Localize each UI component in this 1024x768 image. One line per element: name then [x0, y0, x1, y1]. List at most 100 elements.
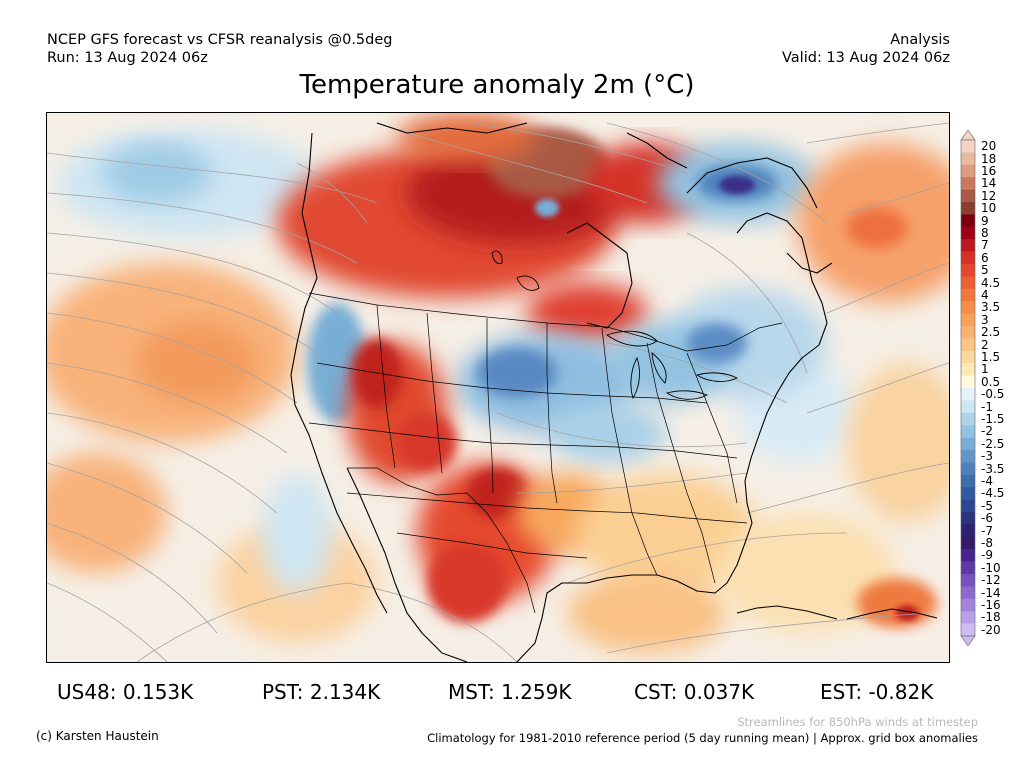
colorbar-outline: [960, 139, 976, 637]
stat-est: EST: -0.82K: [820, 680, 933, 704]
colorbar-tick-label: 10: [981, 201, 997, 216]
colorbar-tick-label: 14: [981, 176, 997, 191]
colorbar-swatch: [961, 189, 975, 203]
colorbar-swatch: [961, 177, 975, 190]
colorbar-tick-label: -14: [981, 585, 1001, 600]
colorbar-tick-label: -2.5: [981, 436, 1005, 451]
colorbar-swatch: [961, 214, 975, 228]
colorbar-tick-label: 1: [981, 362, 989, 377]
great-lakes: [491, 250, 739, 400]
colorbar-swatch: [961, 164, 975, 178]
regional-averages: US48: 0.153K PST: 2.134K MST: 1.259K CST…: [0, 680, 1024, 704]
run-time: Run: 13 Aug 2024 06z: [47, 50, 208, 66]
colorbar-scale: [960, 129, 976, 647]
colorbar-swatch: [961, 561, 975, 575]
colorbar-swatch: [961, 474, 975, 488]
colorbar-swatch: [961, 574, 975, 587]
colorbar-tick-label: -4: [981, 474, 993, 488]
colorbar-swatch: [961, 326, 975, 339]
header-left: NCEP GFS forecast vs CFSR reanalysis @0.…: [47, 31, 392, 67]
analysis-label: Analysis: [890, 32, 950, 48]
colorbar-swatch: [961, 276, 975, 290]
colorbar-swatch: [961, 586, 975, 600]
colorbar-swatch: [961, 450, 975, 463]
colorbar-swatch: [961, 425, 975, 438]
stat-value: 2.134K: [309, 680, 381, 704]
colorbar-swatch: [961, 251, 975, 265]
anomaly-map: [46, 112, 950, 663]
stat-label: PST:: [262, 680, 304, 704]
colorbar-tick-label: 3.5: [981, 300, 1001, 315]
valid-time: Valid: 13 Aug 2024 06z: [782, 50, 950, 66]
stat-value: 0.153K: [122, 680, 194, 704]
colorbar-swatch: [961, 462, 975, 476]
header-right: Analysis Valid: 13 Aug 2024 06z: [782, 31, 950, 67]
colorbar-tick-label: -6: [981, 511, 993, 526]
colorbar-tick-label: -20: [981, 622, 1001, 637]
model-description: NCEP GFS forecast vs CFSR reanalysis @0.…: [47, 32, 393, 48]
stat-label: EST:: [820, 680, 863, 704]
stat-cst: CST: 0.037K: [634, 680, 754, 704]
colorbar-tick-label: 4: [981, 288, 989, 302]
colorbar-tick-label: -1.5: [981, 412, 1005, 426]
colorbar-swatch: [961, 301, 975, 314]
colorbar-tick-label: 16: [981, 164, 997, 178]
borders: [308, 292, 783, 614]
colorbar-tick-label: -1: [981, 399, 993, 414]
colorbar-tick-label: 1.5: [981, 350, 1001, 364]
map-title: Temperature anomaly 2m (°C): [299, 70, 695, 100]
colorbar-swatch: [961, 611, 975, 624]
colorbar-tick-label: 6: [981, 250, 989, 265]
colorbar-tick-label: 9: [981, 213, 989, 228]
colorbar-tick-label: -5: [981, 498, 993, 513]
colorbar-swatch: [961, 512, 975, 525]
colorbar-swatch: [961, 598, 975, 612]
colorbar-tick-label: -3.5: [981, 461, 1005, 476]
colorbar-tick-label: 18: [981, 151, 997, 166]
colorbar-swatch: [961, 487, 975, 500]
colorbar-swatch: [961, 400, 975, 414]
map-canvas: [47, 113, 949, 662]
stat-label: US48:: [57, 680, 117, 704]
anomaly-field: [47, 113, 949, 653]
stat-pst: PST: 2.134K: [262, 680, 380, 704]
colorbar-swatch: [961, 350, 975, 364]
colorbar-swatch: [961, 524, 975, 538]
colorbar: [960, 129, 976, 647]
colorbar-tick-label: -0.5: [981, 387, 1005, 402]
colorbar-tick-label: -9: [981, 548, 993, 563]
stat-value: -0.82K: [868, 680, 934, 704]
colorbar-swatch: [961, 202, 975, 215]
colorbar-swatch: [961, 313, 975, 327]
colorbar-swatch: [961, 239, 975, 252]
stat-value: 0.037K: [683, 680, 755, 704]
colorbar-swatch: [961, 264, 975, 277]
colorbar-swatch: [961, 412, 975, 426]
colorbar-swatch: [961, 437, 975, 451]
colorbar-tick-label: 2: [981, 337, 989, 352]
copyright: (c) Karsten Haustein: [36, 729, 159, 743]
stat-us48: US48: 0.153K: [57, 680, 193, 704]
streamline-note: Streamlines for 850hPa winds at timestep: [737, 715, 978, 729]
colorbar-tick-label: 7: [981, 238, 989, 253]
colorbar-swatch: [961, 338, 975, 352]
colorbar-swatch: [961, 226, 975, 240]
colorbar-swatch: [961, 623, 975, 637]
colorbar-tick-label: -4.5: [981, 486, 1005, 501]
stat-value: 1.259K: [501, 680, 572, 704]
climatology-note: Climatology for 1981-2010 reference peri…: [427, 731, 978, 745]
stat-label: MST:: [448, 680, 495, 704]
colorbar-tick-label: -12: [981, 573, 1001, 588]
colorbar-tick-label: 5: [981, 263, 989, 278]
colorbar-tick-label: -16: [981, 598, 1001, 612]
colorbar-swatch: [961, 152, 975, 166]
colorbar-swatch: [961, 536, 975, 550]
colorbar-tick-label: -18: [981, 610, 1001, 625]
colorbar-swatch: [961, 375, 975, 389]
colorbar-swatch: [961, 499, 975, 513]
colorbar-tick-label: 0.5: [981, 374, 1001, 389]
colorbar-tick-label: 3: [981, 312, 989, 327]
colorbar-tick-label: -10: [981, 560, 1001, 575]
colorbar-tick-label: 8: [981, 226, 989, 240]
colorbar-tick-label: -2: [981, 424, 993, 439]
